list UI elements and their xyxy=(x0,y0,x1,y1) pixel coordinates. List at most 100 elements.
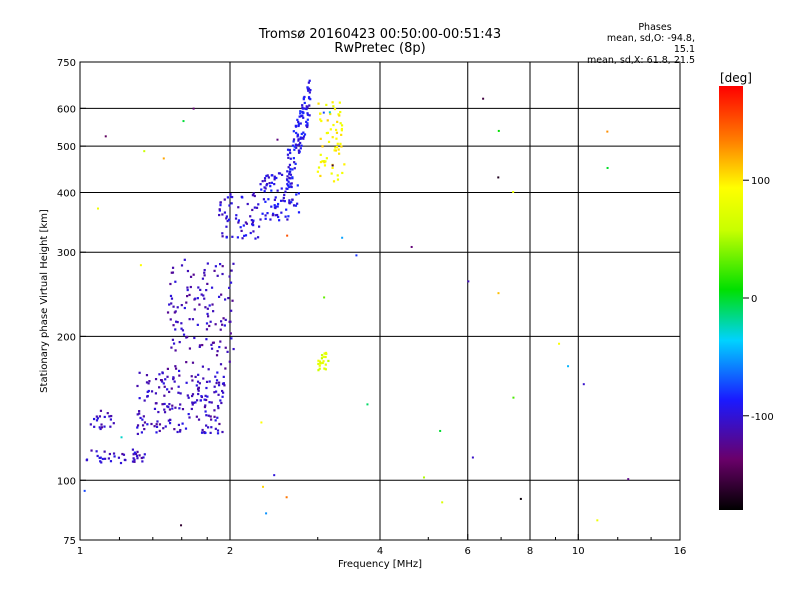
data-point xyxy=(98,415,102,418)
data-point xyxy=(229,332,232,335)
data-point xyxy=(227,218,231,221)
data-point xyxy=(280,211,283,214)
data-point xyxy=(140,456,143,460)
data-point xyxy=(278,172,282,175)
data-point xyxy=(289,151,292,155)
data-point xyxy=(343,163,346,166)
data-point xyxy=(174,310,177,313)
data-point xyxy=(294,204,298,207)
data-point xyxy=(321,160,324,163)
data-point xyxy=(191,403,194,406)
data-point xyxy=(216,404,220,408)
data-point xyxy=(366,403,369,406)
data-point xyxy=(299,147,302,150)
data-point xyxy=(166,388,169,391)
data-point xyxy=(147,382,150,385)
data-point xyxy=(567,365,570,368)
data-point xyxy=(112,422,115,425)
data-point xyxy=(333,107,337,111)
data-point xyxy=(194,401,197,404)
data-point xyxy=(252,192,255,195)
data-point xyxy=(596,519,599,522)
data-point xyxy=(205,414,208,417)
data-point xyxy=(335,145,339,149)
data-point xyxy=(251,194,254,197)
data-point xyxy=(325,157,328,160)
data-point xyxy=(209,415,212,418)
data-point xyxy=(267,176,270,179)
data-point xyxy=(264,200,267,203)
data-point xyxy=(256,236,260,239)
data-point xyxy=(174,367,178,370)
colorbar-tick-label: -100 xyxy=(751,412,774,423)
data-point xyxy=(146,423,149,426)
data-point xyxy=(306,122,309,125)
data-point xyxy=(109,425,112,428)
data-point xyxy=(269,218,272,221)
data-point xyxy=(110,414,113,418)
data-point xyxy=(318,360,322,363)
data-point xyxy=(153,425,156,428)
data-point xyxy=(260,188,263,191)
y-tick-label: 100 xyxy=(57,476,76,487)
data-point xyxy=(558,342,561,345)
data-point xyxy=(226,350,229,353)
data-point xyxy=(328,111,331,114)
data-point xyxy=(339,110,342,114)
data-point xyxy=(198,382,201,385)
data-point xyxy=(325,103,328,107)
data-point xyxy=(287,166,290,169)
data-point xyxy=(132,457,135,460)
data-point xyxy=(263,179,267,182)
data-point xyxy=(232,347,235,351)
data-point xyxy=(319,160,323,164)
data-point xyxy=(289,173,293,176)
colorbar-unit-label: [deg] xyxy=(720,71,752,85)
data-point xyxy=(188,347,192,350)
data-point xyxy=(196,380,200,383)
data-point xyxy=(295,144,299,147)
data-point xyxy=(98,426,101,429)
data-point xyxy=(147,389,150,393)
data-point xyxy=(286,218,289,221)
data-point xyxy=(269,185,272,188)
data-point xyxy=(215,379,219,382)
data-point xyxy=(108,415,111,418)
data-point xyxy=(297,151,301,154)
data-point xyxy=(261,212,264,215)
data-point xyxy=(215,354,219,357)
data-point xyxy=(145,374,149,377)
data-point xyxy=(181,422,184,425)
data-point xyxy=(288,163,292,166)
x-tick-label: 16 xyxy=(674,546,687,557)
data-point xyxy=(122,453,126,456)
data-point xyxy=(158,423,162,426)
data-point xyxy=(309,98,312,101)
data-point xyxy=(217,295,221,298)
data-point xyxy=(109,418,113,421)
data-point xyxy=(203,297,206,300)
data-point xyxy=(308,91,311,94)
data-point xyxy=(177,423,181,427)
data-point xyxy=(190,394,194,398)
data-point xyxy=(270,205,273,208)
data-point xyxy=(305,105,308,108)
data-point xyxy=(467,280,470,283)
data-point xyxy=(216,432,220,435)
data-point xyxy=(197,386,200,389)
data-point xyxy=(318,364,321,367)
data-point xyxy=(92,417,96,421)
data-point xyxy=(326,119,329,122)
data-point xyxy=(203,271,206,274)
data-point xyxy=(333,149,336,152)
data-point xyxy=(302,131,305,134)
data-point xyxy=(274,206,277,210)
data-point xyxy=(319,112,322,115)
data-point xyxy=(177,369,181,373)
data-point xyxy=(234,217,238,220)
data-point xyxy=(223,198,226,201)
data-point xyxy=(320,119,323,123)
data-point xyxy=(163,394,166,397)
data-point xyxy=(225,236,228,239)
data-point xyxy=(95,419,99,422)
